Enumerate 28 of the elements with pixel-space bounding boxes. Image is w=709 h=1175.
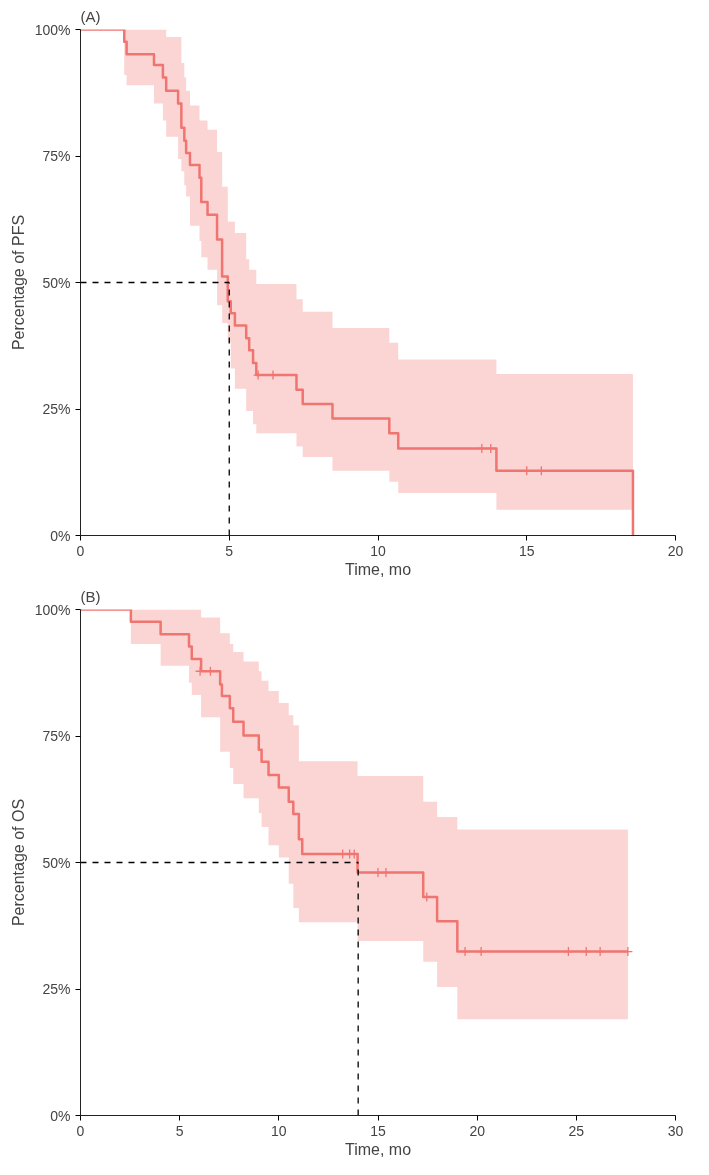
x-tick-label: 5 bbox=[225, 542, 234, 559]
y-tick-label: 25% bbox=[42, 401, 71, 417]
chart-title: (A) bbox=[80, 7, 101, 25]
y-tick-label: 0% bbox=[50, 527, 71, 544]
y-tick-label: 75% bbox=[42, 148, 71, 164]
x-tick-label: 15 bbox=[370, 1122, 386, 1139]
x-tick-label: 5 bbox=[175, 1122, 184, 1139]
x-tick-label: 10 bbox=[271, 1122, 287, 1139]
x-tick-label: 10 bbox=[370, 542, 386, 559]
x-tick-label: 25 bbox=[568, 1122, 585, 1139]
y-tick-label: 25% bbox=[42, 981, 71, 997]
x-tick-label: 15 bbox=[518, 542, 535, 559]
y-tick-label: 50% bbox=[42, 854, 71, 871]
y-axis-title: Percentage of PFS bbox=[9, 214, 27, 351]
x-tick-label: 20 bbox=[667, 542, 684, 559]
x-tick-label: 0 bbox=[76, 1122, 85, 1139]
y-tick-label: 50% bbox=[42, 274, 71, 291]
y-tick-label: 75% bbox=[42, 728, 71, 744]
x-axis-title: Time, mo bbox=[344, 560, 412, 578]
y-tick-label: 100% bbox=[34, 21, 71, 38]
x-tick-label: 20 bbox=[469, 1122, 486, 1139]
x-tick-label: 30 bbox=[667, 1122, 684, 1139]
chart-title: (B) bbox=[80, 587, 101, 605]
y-tick-label: 100% bbox=[34, 601, 71, 618]
x-axis-title: Time, mo bbox=[344, 1140, 412, 1158]
y-axis-title: Percentage of OS bbox=[9, 798, 27, 927]
x-tick-label: 0 bbox=[76, 542, 85, 559]
y-tick-label: 0% bbox=[50, 1107, 71, 1124]
